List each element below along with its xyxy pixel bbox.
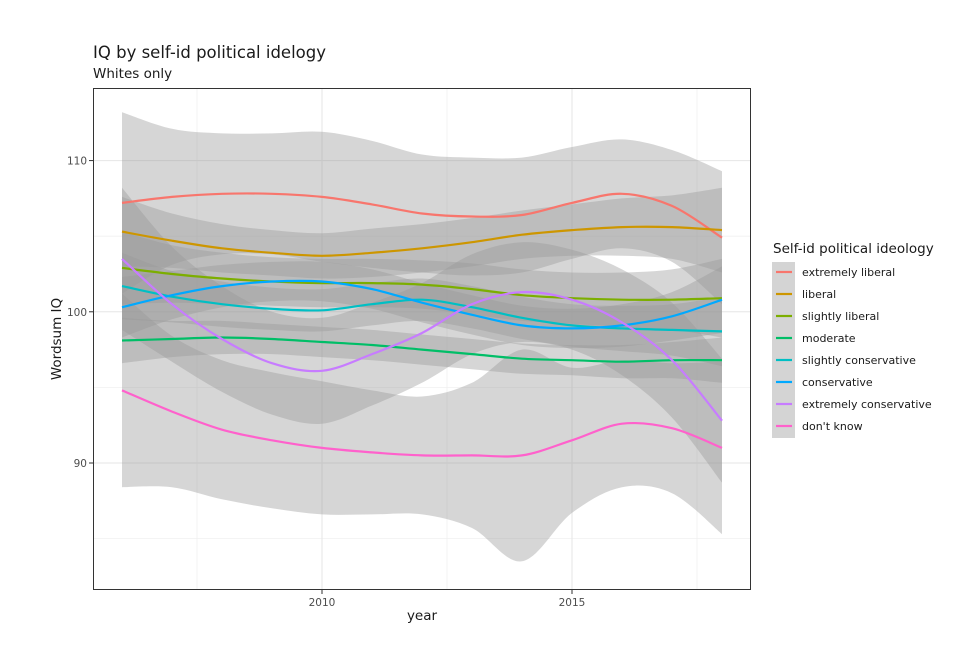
chart-title: IQ by self-id political idelogy <box>93 43 326 62</box>
ribbon-extremely-liberal <box>122 112 722 305</box>
minor-gridlines <box>93 88 751 590</box>
legend-item: don't know <box>776 420 863 433</box>
series-lines <box>121 192 723 458</box>
legend-item: extremely conservative <box>776 398 932 411</box>
y-axis: 90 100 110 Wordsum IQ <box>49 156 93 470</box>
line-extremely-conservative <box>121 258 723 422</box>
x-axis-title: year <box>407 608 438 624</box>
legend-label: moderate <box>802 332 856 345</box>
line-extremely-liberal <box>121 192 723 239</box>
legend-label: liberal <box>802 288 836 301</box>
line-slightly-conservative <box>121 285 723 333</box>
y-tick-label: 110 <box>67 156 87 168</box>
legend-label: don't know <box>802 420 863 433</box>
y-tick-label: 90 <box>74 458 87 470</box>
x-axis: 2010 2015 year <box>309 590 586 624</box>
x-tick-label: 2010 <box>309 597 336 609</box>
x-tick-label: 2015 <box>559 597 586 609</box>
y-tick-label: 100 <box>67 307 87 319</box>
ribbon-don-t-know <box>122 293 722 562</box>
line-slightly-liberal <box>121 266 723 301</box>
legend-item: slightly conservative <box>776 354 916 367</box>
panel-border <box>93 88 751 590</box>
legend-label: extremely liberal <box>802 266 895 279</box>
ribbon-extremely-conservative <box>122 187 722 483</box>
legend-label: extremely conservative <box>802 398 932 411</box>
legend-title: Self-id political ideology <box>773 241 934 257</box>
major-gridlines <box>93 88 751 590</box>
legend-item: liberal <box>776 288 836 301</box>
ribbon-liberal <box>122 187 722 279</box>
panel-background <box>93 88 751 590</box>
legend-item: extremely liberal <box>776 266 895 279</box>
legend-key-background <box>772 262 795 438</box>
legend-label: conservative <box>802 376 873 389</box>
line-moderate <box>121 336 723 363</box>
legend: Self-id political ideology extremely lib… <box>772 241 934 438</box>
line-liberal <box>121 225 723 257</box>
legend-item: conservative <box>776 376 873 389</box>
line-conservative <box>121 279 723 330</box>
ribbon-slightly-conservative <box>122 252 722 367</box>
chart-subtitle: Whites only <box>93 66 172 82</box>
legend-label: slightly liberal <box>802 310 879 323</box>
legend-item: slightly liberal <box>776 310 879 323</box>
legend-item: moderate <box>776 332 856 345</box>
line-don-t-know <box>121 389 723 458</box>
y-axis-title: Wordsum IQ <box>49 298 65 380</box>
legend-label: slightly conservative <box>802 354 916 367</box>
plot-panel <box>93 88 751 590</box>
